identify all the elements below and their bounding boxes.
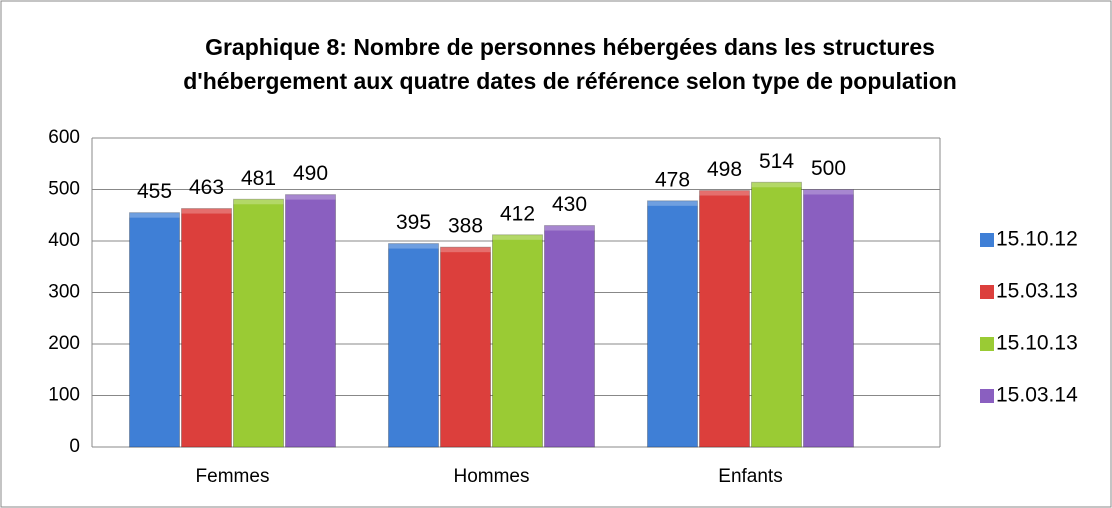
y-tick-label: 600	[48, 127, 80, 148]
bar-top	[181, 208, 232, 214]
value-label: 412	[500, 202, 535, 225]
legend-label: 15.10.13	[996, 332, 1078, 355]
value-label: 498	[707, 158, 742, 181]
y-tick-label: 400	[48, 230, 80, 251]
bar	[233, 198, 284, 448]
legend-label: 15.10.12	[996, 228, 1078, 251]
value-label: 490	[293, 162, 328, 185]
bar	[181, 208, 232, 448]
chart-title: Graphique 8: Nombre de personnes hébergé…	[183, 34, 957, 94]
bar-top	[129, 212, 180, 218]
value-label: 478	[655, 168, 690, 191]
legend-swatch	[980, 389, 994, 403]
legend-label: 15.03.13	[996, 280, 1078, 303]
bar	[803, 189, 854, 448]
value-label: 481	[241, 167, 276, 190]
bar	[647, 200, 698, 448]
y-tick-label: 500	[48, 179, 80, 200]
bar-top	[492, 234, 543, 240]
value-label: 463	[189, 176, 224, 199]
bar	[544, 225, 595, 448]
value-label: 500	[811, 157, 846, 180]
bar-top	[647, 200, 698, 206]
bar	[440, 246, 491, 448]
bar-top	[388, 243, 439, 249]
bar	[285, 194, 336, 448]
legend-swatch	[980, 285, 994, 299]
y-tick-label: 0	[69, 436, 80, 457]
y-tick-label: 100	[48, 385, 80, 406]
x-tick-label: Femmes	[196, 466, 270, 487]
bar	[388, 243, 439, 448]
bar-top	[803, 189, 854, 195]
legend-label: 15.03.14	[996, 384, 1078, 407]
bar-top	[440, 247, 491, 253]
x-tick-label: Hommes	[453, 466, 529, 487]
bar-top	[751, 182, 802, 188]
value-label: 395	[396, 211, 431, 234]
y-tick-label: 300	[48, 282, 80, 303]
y-tick-label: 200	[48, 333, 80, 354]
bar-top	[233, 199, 284, 205]
x-tick-label: Enfants	[718, 466, 782, 487]
bar-top	[699, 190, 750, 196]
bar-top	[285, 194, 336, 200]
bar-top	[544, 225, 595, 231]
value-label: 388	[448, 215, 483, 238]
bar	[492, 234, 543, 448]
bar	[751, 181, 802, 448]
bar	[699, 190, 750, 448]
legend-swatch	[980, 233, 994, 247]
value-label: 430	[552, 193, 587, 216]
value-label: 514	[759, 150, 794, 173]
legend-swatch	[980, 337, 994, 351]
value-label: 455	[137, 180, 172, 203]
bar	[129, 212, 180, 448]
